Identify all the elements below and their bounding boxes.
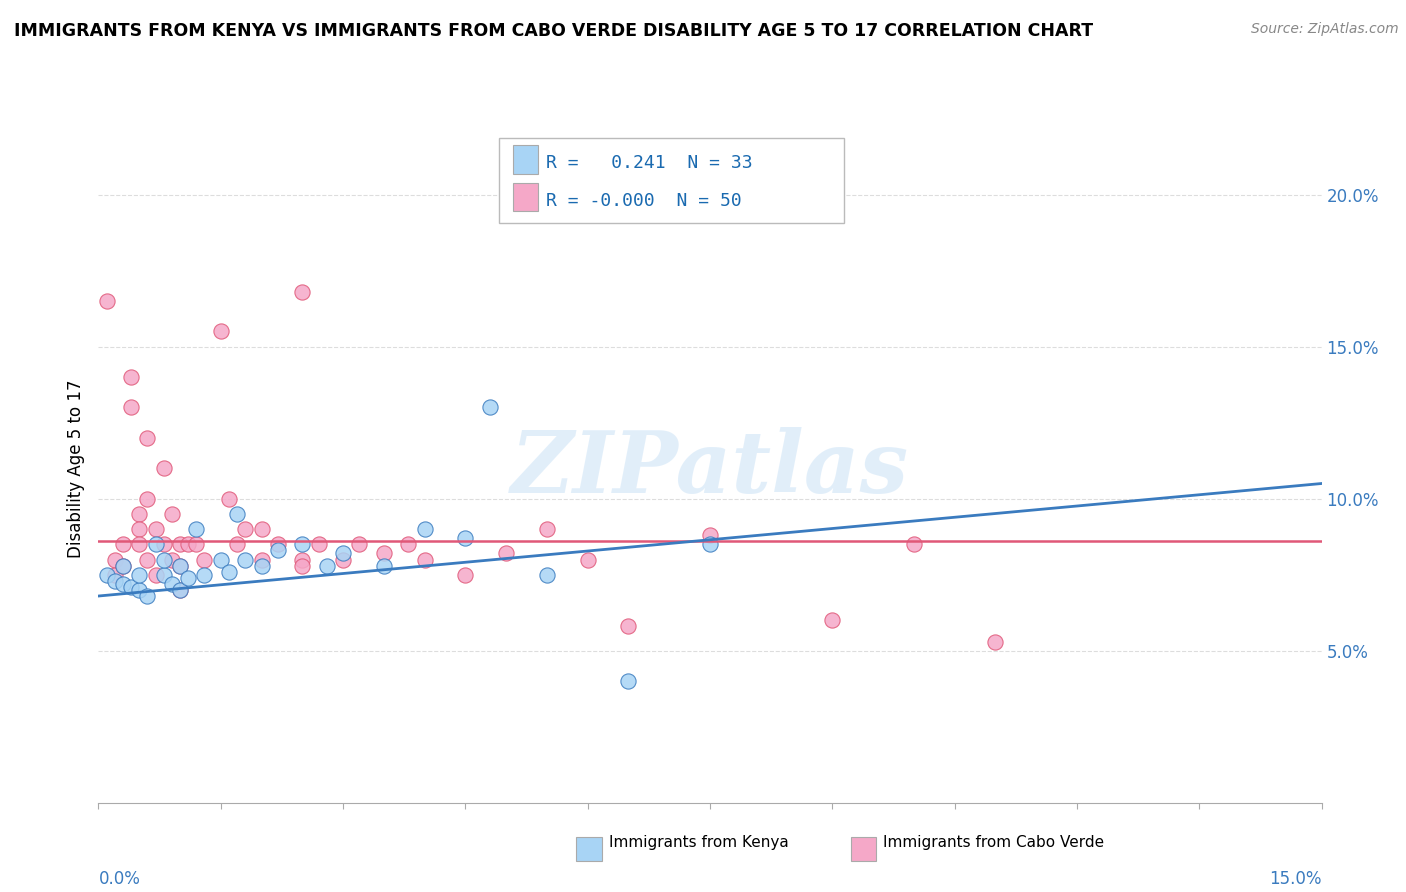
Point — [96, 294, 118, 309]
Point — [152, 461, 174, 475]
Point — [193, 552, 215, 566]
Point — [226, 507, 249, 521]
Point — [308, 537, 330, 551]
Point — [186, 537, 208, 551]
Point — [617, 619, 640, 633]
Point — [160, 552, 183, 566]
Point — [186, 522, 208, 536]
Point — [169, 582, 191, 597]
Point — [267, 543, 290, 558]
Point — [104, 574, 127, 588]
Point — [120, 401, 142, 415]
Point — [209, 325, 232, 339]
Point — [536, 522, 558, 536]
Point — [152, 552, 174, 566]
Point — [291, 537, 314, 551]
Text: Immigrants from Cabo Verde: Immigrants from Cabo Verde — [883, 836, 1104, 850]
Text: 0.0%: 0.0% — [98, 870, 141, 888]
Point — [454, 531, 477, 545]
Point — [128, 507, 150, 521]
Point — [315, 558, 337, 573]
Point — [454, 567, 477, 582]
Point — [267, 537, 290, 551]
Point — [233, 552, 256, 566]
Point — [120, 370, 142, 384]
Point — [128, 567, 150, 582]
Point — [699, 528, 721, 542]
Point — [169, 558, 191, 573]
Point — [152, 567, 174, 582]
Text: IMMIGRANTS FROM KENYA VS IMMIGRANTS FROM CABO VERDE DISABILITY AGE 5 TO 17 CORRE: IMMIGRANTS FROM KENYA VS IMMIGRANTS FROM… — [14, 22, 1094, 40]
Text: Source: ZipAtlas.com: Source: ZipAtlas.com — [1251, 22, 1399, 37]
Point — [128, 582, 150, 597]
Point — [104, 552, 127, 566]
Point — [413, 522, 436, 536]
Point — [536, 567, 558, 582]
Point — [233, 522, 256, 536]
Point — [218, 491, 240, 506]
Point — [160, 507, 183, 521]
Point — [250, 558, 273, 573]
Point — [160, 577, 183, 591]
Point — [291, 558, 314, 573]
Point — [332, 546, 354, 560]
Point — [413, 552, 436, 566]
Point — [193, 567, 215, 582]
Text: R = -0.000  N = 50: R = -0.000 N = 50 — [546, 192, 741, 210]
Point — [111, 558, 134, 573]
Point — [373, 558, 395, 573]
Point — [177, 537, 200, 551]
Point — [699, 537, 721, 551]
Point — [136, 552, 159, 566]
Point — [984, 634, 1007, 648]
Y-axis label: Disability Age 5 to 17: Disability Age 5 to 17 — [66, 379, 84, 558]
Point — [136, 589, 159, 603]
Point — [291, 552, 314, 566]
Point — [821, 613, 844, 627]
Point — [250, 552, 273, 566]
Point — [136, 491, 159, 506]
Point — [396, 537, 419, 551]
Point — [136, 431, 159, 445]
Point — [349, 537, 371, 551]
Point — [903, 537, 925, 551]
Point — [576, 552, 599, 566]
Point — [128, 522, 150, 536]
Point — [152, 537, 174, 551]
Point — [209, 552, 232, 566]
Point — [291, 285, 314, 299]
Point — [332, 552, 354, 566]
Point — [96, 567, 118, 582]
Text: 15.0%: 15.0% — [1270, 870, 1322, 888]
Point — [104, 567, 127, 582]
Point — [111, 558, 134, 573]
Point — [128, 537, 150, 551]
Text: R =   0.241  N = 33: R = 0.241 N = 33 — [546, 154, 752, 172]
Point — [111, 577, 134, 591]
Point — [145, 567, 167, 582]
Point — [218, 565, 240, 579]
Text: ZIPatlas: ZIPatlas — [510, 426, 910, 510]
Point — [617, 674, 640, 689]
Text: Immigrants from Kenya: Immigrants from Kenya — [609, 836, 789, 850]
Point — [478, 401, 501, 415]
Point — [120, 580, 142, 594]
Point — [250, 522, 273, 536]
Point — [177, 571, 200, 585]
Point — [169, 558, 191, 573]
Point — [373, 546, 395, 560]
Point — [169, 582, 191, 597]
Point — [111, 537, 134, 551]
Point — [226, 537, 249, 551]
Point — [145, 522, 167, 536]
Point — [169, 537, 191, 551]
Point — [145, 537, 167, 551]
Point — [495, 546, 517, 560]
